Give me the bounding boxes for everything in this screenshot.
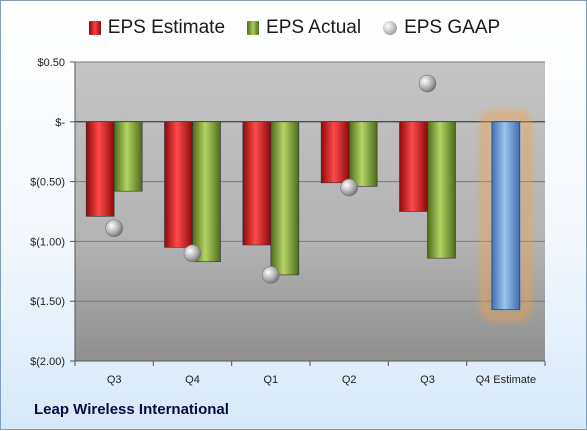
- legend-swatch-gaap: [383, 21, 398, 35]
- marker-eps-gaap: [418, 74, 437, 93]
- x-tick-label: Q3: [107, 374, 122, 386]
- company-name: Leap Wireless International: [34, 401, 229, 418]
- legend-item-actual: EPS Actual: [247, 17, 361, 39]
- x-tick-label: Q4: [185, 374, 200, 386]
- marker-eps-gaap: [340, 178, 358, 197]
- x-tick-label: Q1: [263, 374, 278, 386]
- plot-area: [75, 62, 545, 361]
- projection-glow: [481, 111, 530, 320]
- y-tick-label: $(0.50): [30, 177, 65, 189]
- legend-label-estimate: EPS Estimate: [107, 17, 226, 38]
- x-tick-label: Q4 Estimate: [476, 374, 537, 386]
- y-tick-label: $(2.00): [30, 356, 65, 368]
- legend-swatch-actual: [247, 21, 260, 35]
- y-tick-label: $(1.50): [30, 296, 65, 308]
- legend-swatch-estimate: [88, 21, 101, 35]
- legend: EPS Estimate EPS Actual EPS GAAP: [1, 17, 587, 39]
- x-tick-label: Q3: [420, 374, 435, 386]
- legend-item-estimate: EPS Estimate: [88, 17, 226, 39]
- bar-eps-estimate: [242, 121, 272, 246]
- legend-label-actual: EPS Actual: [266, 17, 362, 38]
- bar-eps-actual: [427, 121, 456, 259]
- bar-eps-actual: [348, 121, 378, 187]
- y-tick-label: $0.50: [37, 57, 65, 69]
- legend-label-gaap: EPS GAAP: [404, 17, 501, 38]
- bar-eps-actual: [113, 121, 143, 192]
- legend-item-gaap: EPS GAAP: [383, 17, 500, 39]
- bar-eps-actual: [192, 121, 221, 263]
- y-tick-label: $(1.00): [30, 236, 65, 248]
- x-tick-label: Q2: [342, 374, 357, 386]
- bar-eps-projection: [491, 121, 521, 310]
- marker-eps-gaap: [105, 219, 123, 238]
- marker-eps-gaap: [262, 266, 280, 284]
- bar-eps-estimate: [85, 121, 115, 217]
- y-tick-label: $-: [55, 117, 65, 129]
- bar-eps-estimate: [320, 121, 350, 184]
- bar-eps-actual: [270, 121, 300, 276]
- bar-eps-estimate: [399, 121, 428, 212]
- bar-eps-estimate: [164, 121, 193, 248]
- marker-eps-gaap: [183, 244, 202, 263]
